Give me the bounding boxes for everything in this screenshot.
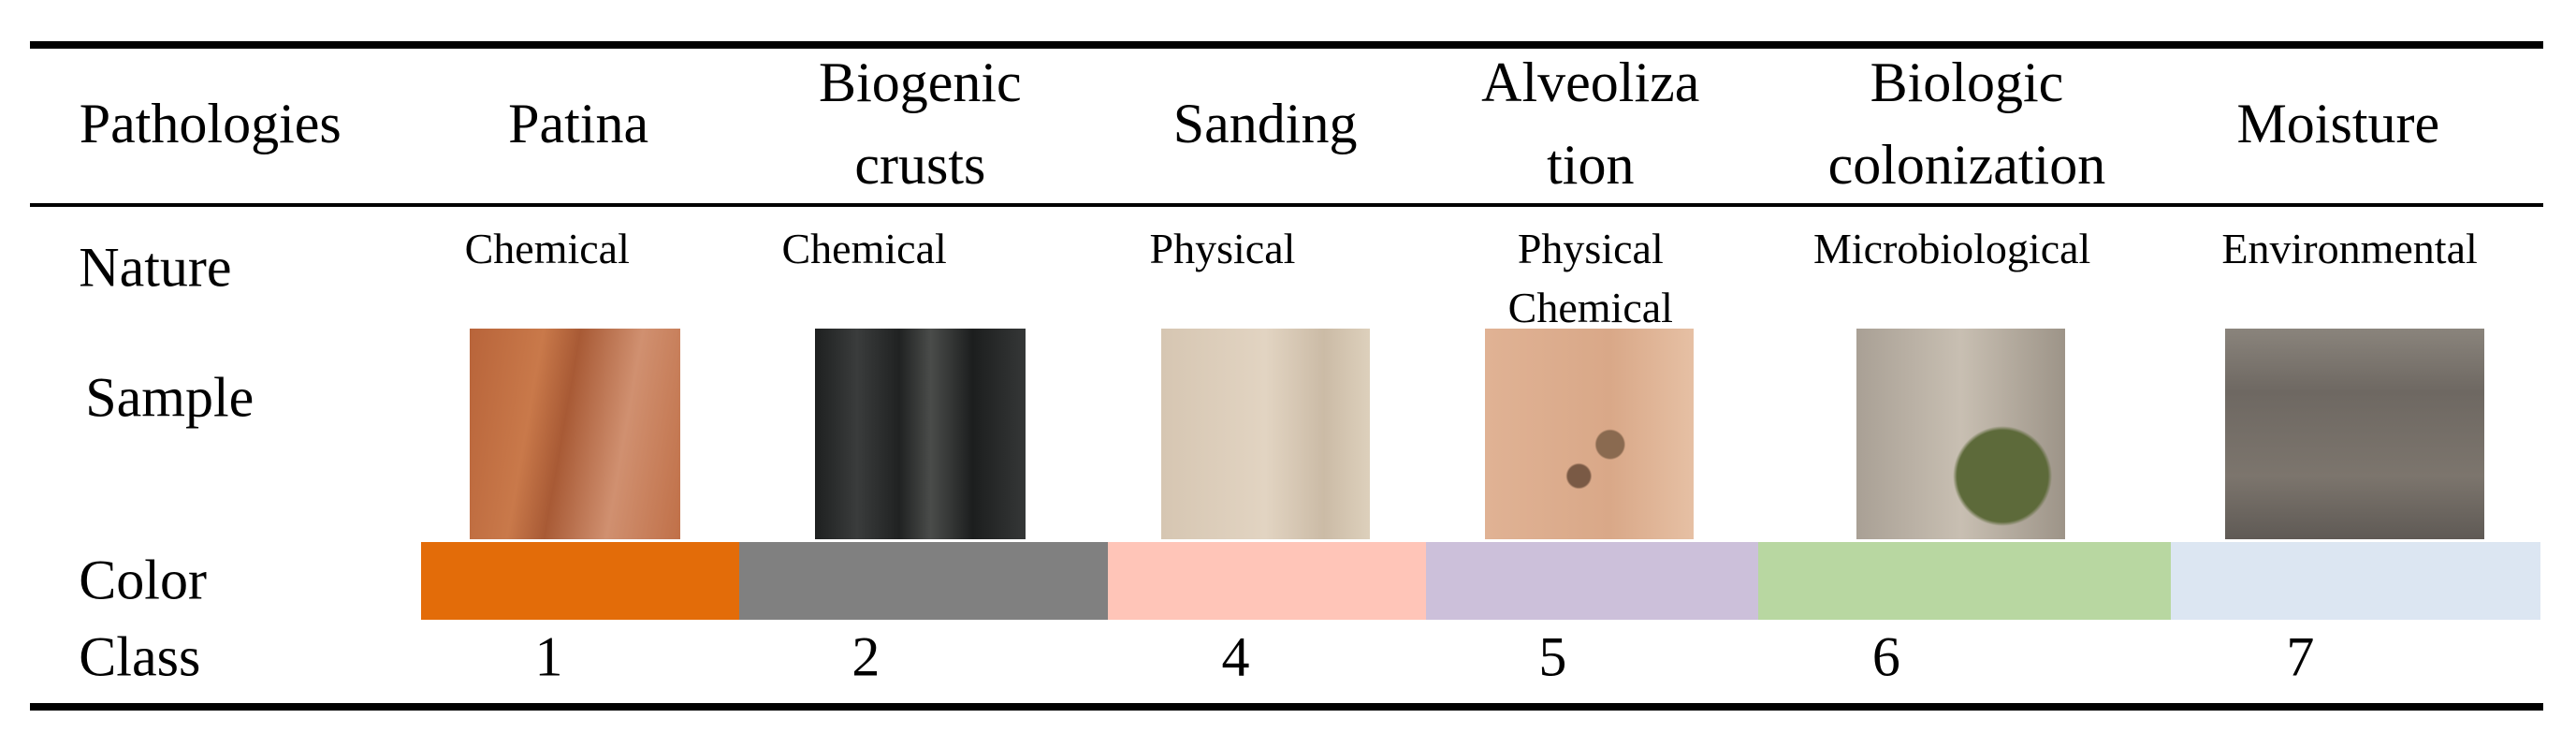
column-header: Biologic colonization: [1827, 51, 2106, 196]
color-swatch: [1426, 542, 1758, 620]
class-number: 6: [1871, 625, 1900, 688]
nature-label: Microbiological: [1812, 224, 2091, 272]
color-swatch: [1107, 542, 1427, 620]
sample-image: [470, 329, 680, 539]
nature-label: Chemical: [781, 224, 947, 272]
color-swatch: [2170, 542, 2540, 620]
nature-label: Chemical: [464, 224, 630, 272]
color-swatch: [739, 542, 1108, 620]
column-header: Moisture: [2236, 93, 2440, 154]
row-label: Class: [79, 625, 201, 688]
row-label: Sample: [85, 366, 255, 429]
class-number: 5: [1538, 625, 1567, 688]
bottom-rule: [30, 703, 2543, 711]
class-number: 2: [851, 625, 880, 688]
color-swatch: [420, 542, 740, 620]
nature-label: Environmental: [2221, 224, 2478, 272]
class-number: 4: [1221, 625, 1250, 688]
row-header: Pathologies: [79, 93, 342, 154]
sample-image: [1161, 329, 1371, 539]
row-label: Color: [79, 549, 207, 611]
row-label: Nature: [79, 236, 232, 299]
sample-image: [2224, 329, 2485, 539]
top-rule: [30, 41, 2543, 49]
nature-label: Physical: [1149, 224, 1296, 272]
sample-image: [1485, 329, 1695, 539]
sample-image: [814, 329, 1026, 539]
sample-image: [1856, 329, 2066, 539]
column-header: Patina: [508, 93, 649, 154]
nature-label: Physical Chemical: [1507, 224, 1673, 331]
column-header: Sanding: [1172, 93, 1358, 154]
column-header: Alveoliza tion: [1481, 51, 1700, 196]
class-number: 1: [534, 625, 563, 688]
column-header: Biogenic crusts: [819, 51, 1022, 196]
class-number: 7: [2286, 625, 2315, 688]
color-swatch: [1757, 542, 2171, 620]
header-rule: [30, 203, 2543, 207]
